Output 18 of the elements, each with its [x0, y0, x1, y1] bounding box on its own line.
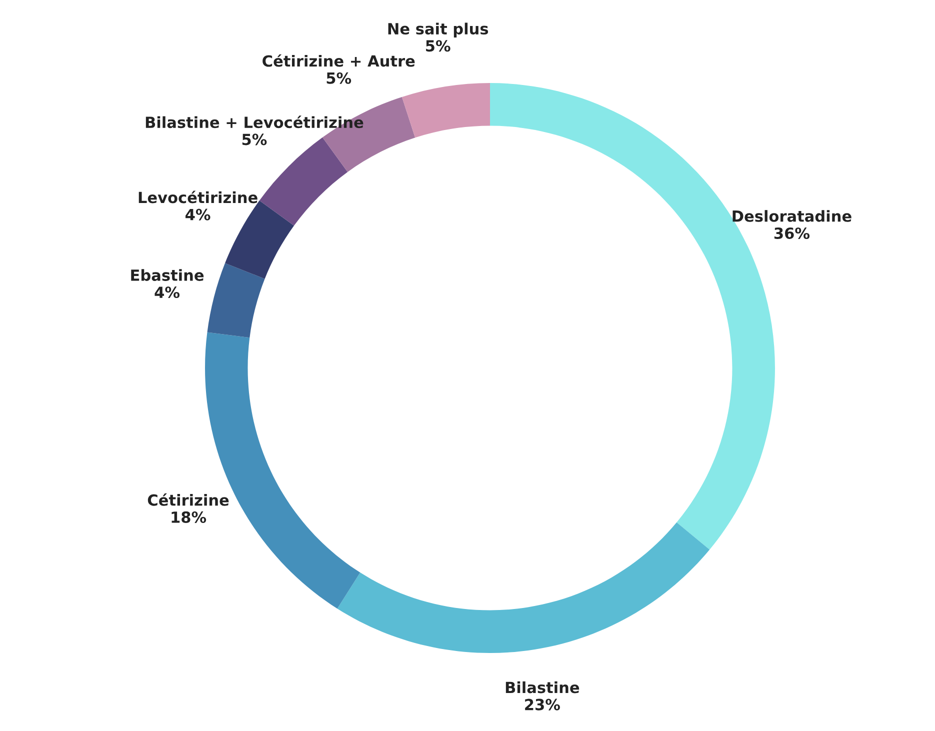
data-label: 23%	[525, 698, 560, 710]
slice-label: Desloratadine	[732, 210, 852, 222]
slice-label: Cétirizine	[148, 493, 229, 506]
data-label: 4%	[154, 286, 180, 298]
slice-label: Levocétirizine	[138, 190, 258, 204]
donut-slice	[402, 83, 490, 138]
data-label: 5%	[242, 134, 267, 146]
data-label: 4%	[186, 208, 210, 220]
data-label: 5%	[426, 40, 450, 52]
slice-label: Cétirizine + Autre	[262, 54, 415, 67]
slice-label: Ebastine	[131, 269, 204, 281]
donut-slice	[337, 522, 710, 653]
slice-label: Ne sait plus	[388, 22, 488, 38]
data-label: 36%	[774, 227, 810, 240]
donut-slice	[207, 263, 265, 338]
data-label: 18%	[172, 511, 206, 523]
slice-label: Bilastine	[506, 681, 580, 694]
data-label: 5%	[326, 72, 352, 84]
